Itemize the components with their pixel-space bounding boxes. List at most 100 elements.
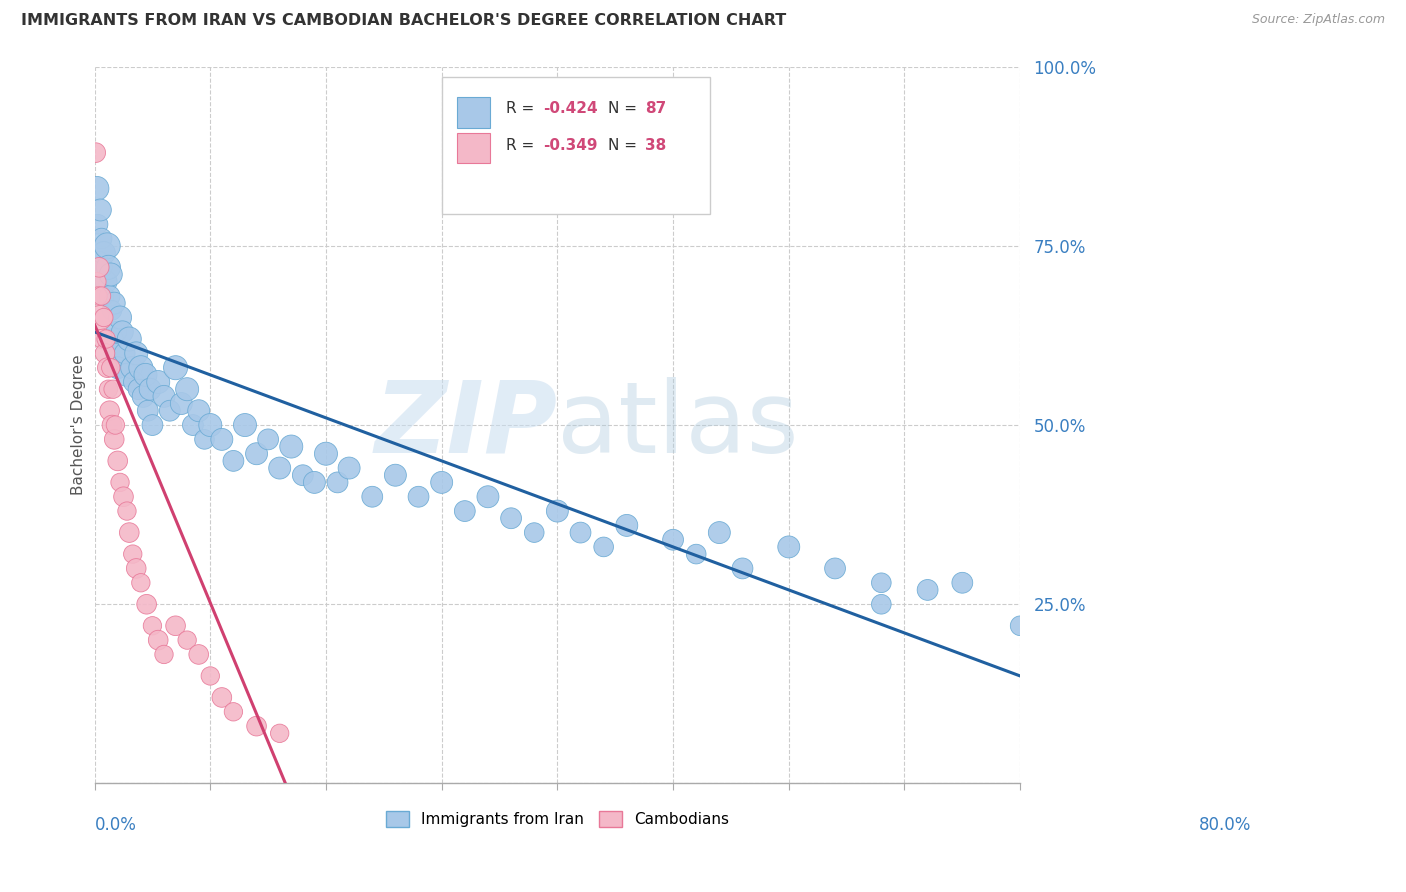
Point — [361, 490, 384, 504]
Point — [148, 633, 170, 648]
Text: -0.424: -0.424 — [544, 101, 598, 116]
Point — [1032, 590, 1054, 604]
Point — [103, 433, 125, 447]
Point — [280, 440, 302, 454]
Point — [89, 253, 111, 268]
Point — [136, 403, 159, 417]
Point — [125, 561, 148, 575]
Point — [101, 332, 124, 346]
Point — [107, 360, 129, 375]
Text: atlas: atlas — [557, 376, 799, 474]
Point — [222, 454, 245, 468]
Point — [153, 648, 176, 662]
Text: ZIP: ZIP — [374, 376, 557, 474]
Point — [115, 504, 138, 518]
Point — [91, 332, 114, 346]
Point — [94, 289, 117, 303]
Text: -0.349: -0.349 — [544, 138, 598, 153]
Point — [824, 561, 846, 575]
Point — [101, 303, 124, 318]
Point — [546, 504, 568, 518]
Point — [118, 525, 141, 540]
Point — [93, 310, 115, 325]
Point — [592, 540, 614, 554]
FancyBboxPatch shape — [441, 78, 710, 213]
Point — [101, 382, 124, 396]
Point — [101, 418, 124, 433]
Point — [1101, 597, 1123, 611]
Point — [233, 418, 256, 433]
Point — [165, 360, 187, 375]
Point — [304, 475, 326, 490]
Point — [87, 217, 110, 231]
Point — [139, 382, 162, 396]
Point — [523, 525, 546, 540]
Point — [128, 382, 150, 396]
Point — [100, 360, 122, 375]
Point — [122, 375, 145, 389]
Point — [709, 525, 731, 540]
Y-axis label: Bachelor's Degree: Bachelor's Degree — [72, 355, 86, 495]
Point — [97, 382, 120, 396]
Point — [114, 346, 136, 360]
Point — [176, 382, 198, 396]
Bar — [457, 133, 489, 163]
Text: R =: R = — [506, 138, 540, 153]
Point — [1054, 604, 1077, 618]
Point — [337, 461, 360, 475]
Point — [141, 619, 163, 633]
Point — [170, 396, 193, 410]
Point — [165, 619, 187, 633]
Bar — [457, 97, 489, 128]
Point — [408, 490, 430, 504]
Point — [454, 504, 477, 518]
Point — [103, 296, 125, 310]
Point — [200, 418, 222, 433]
Point — [111, 325, 134, 339]
Point — [222, 705, 245, 719]
Point — [98, 403, 121, 417]
Point — [477, 490, 499, 504]
Point — [98, 289, 121, 303]
Point — [134, 368, 156, 382]
Point — [107, 454, 129, 468]
Point — [90, 232, 112, 246]
Point — [96, 360, 118, 375]
Text: IMMIGRANTS FROM IRAN VS CAMBODIAN BACHELOR'S DEGREE CORRELATION CHART: IMMIGRANTS FROM IRAN VS CAMBODIAN BACHEL… — [21, 13, 786, 29]
Point — [257, 433, 280, 447]
Point — [94, 275, 117, 289]
Point — [96, 239, 118, 253]
Text: 80.0%: 80.0% — [1199, 816, 1251, 834]
Point — [245, 447, 267, 461]
Point — [193, 433, 215, 447]
Text: N =: N = — [609, 138, 643, 153]
Point — [89, 260, 111, 275]
Text: 38: 38 — [645, 138, 666, 153]
Point — [153, 389, 176, 403]
Point — [159, 403, 181, 417]
Legend: Immigrants from Iran, Cambodians: Immigrants from Iran, Cambodians — [380, 805, 735, 833]
Point — [950, 575, 973, 590]
Point — [1010, 619, 1032, 633]
Point — [108, 310, 131, 325]
Point — [384, 468, 406, 483]
Point — [1125, 633, 1147, 648]
Point — [685, 547, 707, 561]
Text: R =: R = — [506, 101, 540, 116]
Point — [100, 268, 122, 282]
Text: Source: ZipAtlas.com: Source: ZipAtlas.com — [1251, 13, 1385, 27]
Point — [104, 418, 127, 433]
Point — [97, 260, 120, 275]
Point — [176, 633, 198, 648]
Point — [245, 719, 267, 733]
Point — [778, 540, 800, 554]
Point — [90, 289, 112, 303]
Point — [501, 511, 523, 525]
Point — [211, 690, 233, 705]
Point — [141, 418, 163, 433]
Point — [731, 561, 754, 575]
Point — [125, 346, 148, 360]
Point — [291, 468, 314, 483]
Point — [187, 403, 209, 417]
Point — [94, 346, 117, 360]
